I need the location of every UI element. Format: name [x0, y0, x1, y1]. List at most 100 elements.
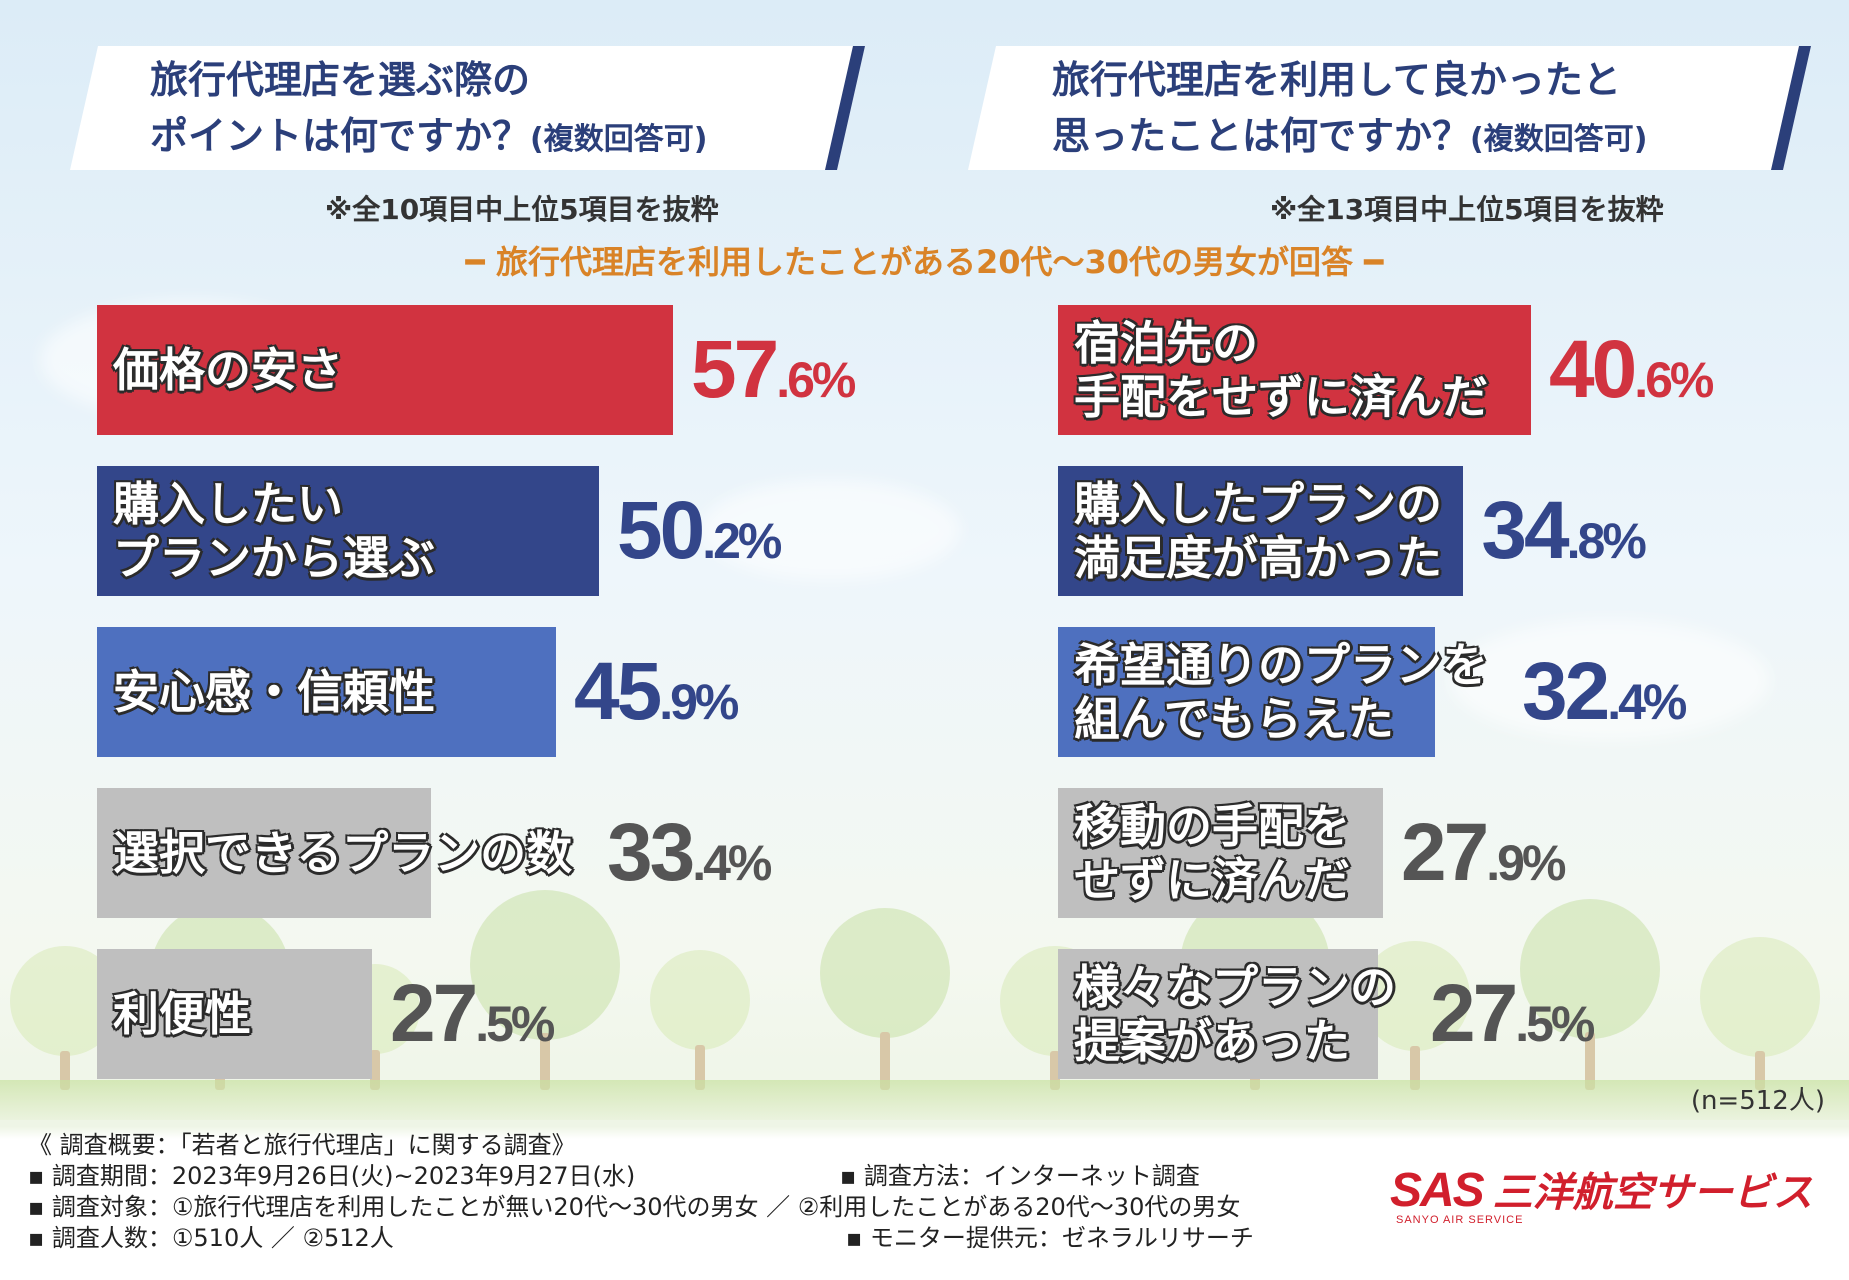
- survey-method: ▪ 調査方法：インターネット調査: [840, 1162, 1200, 1190]
- right-question-line2: 思ったことは何ですか？: [1052, 114, 1471, 158]
- bar-label-line: 価格の安さ: [113, 343, 343, 397]
- bar-label-line: 移動の手配を: [1074, 799, 1350, 853]
- tree-trunk: [540, 1032, 550, 1090]
- tree: [1700, 937, 1820, 1057]
- bar-right-1: [1058, 305, 1531, 435]
- value-decimal: .5%: [1515, 996, 1595, 1052]
- value-label-left-4: 33.4%: [607, 806, 772, 900]
- bar-label-right-4: 移動の手配を せずに済んだ: [1074, 799, 1350, 907]
- right-question-box: 旅行代理店を利用して良かったと 思ったことは何ですか？(複数回答可): [968, 46, 1811, 170]
- tree: [1520, 899, 1660, 1039]
- company-logo: SAS 三洋航空サービス SANYO AIR SERVICE: [1390, 1160, 1813, 1226]
- logo-english: SANYO AIR SERVICE: [1396, 1214, 1524, 1226]
- sample-size-note: (n=512人): [1690, 1086, 1825, 1116]
- left-question-box: 旅行代理店を選ぶ際の ポイントは何ですか？(複数回答可): [70, 46, 865, 170]
- value-decimal: .4%: [692, 835, 772, 891]
- cloud-decoration: [1450, 620, 1770, 740]
- survey-title: 《 調査概要：「若者と旅行代理店」に関する調査》: [28, 1131, 576, 1159]
- bar-label-line: 様々なプランの: [1074, 960, 1396, 1014]
- bar-label-right-1: 宿泊先の 手配をせずに済んだ: [1074, 316, 1488, 424]
- value-decimal: .5%: [475, 996, 555, 1052]
- bar-right-2: [1058, 466, 1464, 596]
- value-integer: 45: [574, 646, 662, 737]
- tree: [470, 890, 620, 1040]
- logo-mark: SAS: [1390, 1164, 1485, 1217]
- value-label-left-3: 45.9%: [574, 645, 739, 739]
- bar-right-4: [1058, 788, 1384, 918]
- bar-label-right-3: 希望通りのプランを 組んでもらえた: [1074, 638, 1488, 746]
- bar-label-right-2: 購入したプランの 満足度が高かった: [1074, 477, 1442, 585]
- value-integer: 27: [1401, 807, 1489, 898]
- bar-label-left-4: 選択できるプランの数: [113, 826, 572, 880]
- value-decimal: .4%: [1607, 674, 1687, 730]
- value-decimal: .9%: [1486, 835, 1566, 891]
- bar-label-left-2: 購入したい プランから選ぶ: [113, 477, 435, 585]
- bar-left-4: [97, 788, 431, 918]
- bar-left-2: [97, 466, 599, 596]
- value-integer: 40: [1548, 324, 1637, 415]
- tree-trunk: [1410, 1045, 1420, 1090]
- bar-label-left-5: 利便性: [113, 987, 251, 1041]
- value-integer: 32: [1522, 646, 1610, 737]
- value-label-right-5: 27.5%: [1430, 967, 1595, 1061]
- right-question-suffix: (複数回答可): [1470, 122, 1648, 157]
- bar-label-line: 手配をせずに済んだ: [1074, 370, 1488, 424]
- bar-label-line: 選択できるプランの数: [113, 826, 573, 880]
- bar-left-1: [97, 305, 673, 435]
- value-integer: 50: [617, 485, 705, 576]
- tree: [820, 908, 950, 1038]
- tree-trunk: [370, 1049, 380, 1090]
- survey-provider: ▪ モニター提供元：ゼネラルリサーチ: [846, 1224, 1254, 1252]
- value-integer: 57: [691, 324, 779, 415]
- grass-decoration: [0, 1080, 1849, 1120]
- tree-trunk: [695, 1045, 705, 1090]
- tree: [650, 950, 750, 1050]
- right-question-text: 旅行代理店を利用して良かったと 思ったことは何ですか？(複数回答可): [1052, 52, 1647, 168]
- left-question-line2: ポイントは何ですか？: [150, 114, 531, 158]
- right-question-line1: 旅行代理店を利用して良かったと: [1052, 58, 1621, 102]
- survey-target: ▪ 調査対象：①旅行代理店を利用したことが無い20代〜30代の男女 ／ ②利用し…: [28, 1193, 1241, 1221]
- bar-right-5: [1058, 949, 1379, 1079]
- value-label-right-2: 34.8%: [1481, 484, 1647, 578]
- bar-label-line: 組んでもらえた: [1074, 692, 1394, 746]
- bar-label-line: 購入したい: [113, 477, 343, 531]
- survey-period: ▪ 調査期間：2023年9月26日(火)~2023年9月27日(水): [28, 1162, 636, 1190]
- left-note: ※全10項目中上位5項目を抜粋: [325, 193, 719, 226]
- bar-right-3: [1058, 627, 1436, 757]
- tree-trunk: [1585, 1032, 1595, 1090]
- value-label-left-1: 57.6%: [691, 323, 856, 417]
- cloud-decoration: [700, 480, 960, 580]
- value-label-right-4: 27.9%: [1401, 806, 1566, 900]
- value-integer: 34: [1481, 485, 1569, 576]
- bar-label-line: 利便性: [113, 987, 251, 1041]
- value-decimal: .6%: [776, 352, 856, 408]
- bar-label-line: 提案があった: [1074, 1014, 1350, 1068]
- survey-count: ▪ 調査人数：①510人 ／ ②512人: [28, 1224, 394, 1252]
- right-note: ※全13項目中上位5項目を抜粋: [1270, 193, 1664, 226]
- left-question-text: 旅行代理店を選ぶ際の ポイントは何ですか？(複数回答可): [150, 52, 707, 168]
- bar-label-left-3: 安心感・信頼性: [113, 665, 435, 719]
- bar-label-line: 満足度が高かった: [1074, 531, 1442, 585]
- bar-label-line: 宿泊先の: [1074, 316, 1258, 370]
- bar-label-line: 購入したプランの: [1074, 477, 1442, 531]
- bar-left-5: [97, 949, 372, 1079]
- left-question-line1: 旅行代理店を選ぶ際の: [150, 58, 531, 102]
- tree-trunk: [880, 1031, 890, 1090]
- value-integer: 33: [607, 807, 695, 898]
- bar-label-left-1: 価格の安さ: [113, 343, 343, 397]
- tree-trunk: [1755, 1051, 1765, 1090]
- value-label-left-2: 50.2%: [617, 484, 782, 578]
- value-decimal: .6%: [1634, 352, 1714, 408]
- tree-trunk: [1050, 1050, 1060, 1090]
- bar-label-right-5: 様々なプランの 提案があった: [1074, 960, 1396, 1068]
- value-label-left-5: 27.5%: [390, 967, 555, 1061]
- value-label-right-3: 32.4%: [1522, 645, 1687, 739]
- value-decimal: .8%: [1566, 513, 1647, 569]
- value-integer: 27: [1430, 968, 1518, 1059]
- bar-label-line: せずに済んだ: [1074, 853, 1350, 907]
- value-decimal: .9%: [659, 674, 739, 730]
- value-integer: 27: [390, 968, 478, 1059]
- bar-label-line: 安心感・信頼性: [113, 665, 435, 719]
- logo-name: 三洋航空サービス: [1492, 1170, 1813, 1216]
- value-decimal: .2%: [702, 513, 782, 569]
